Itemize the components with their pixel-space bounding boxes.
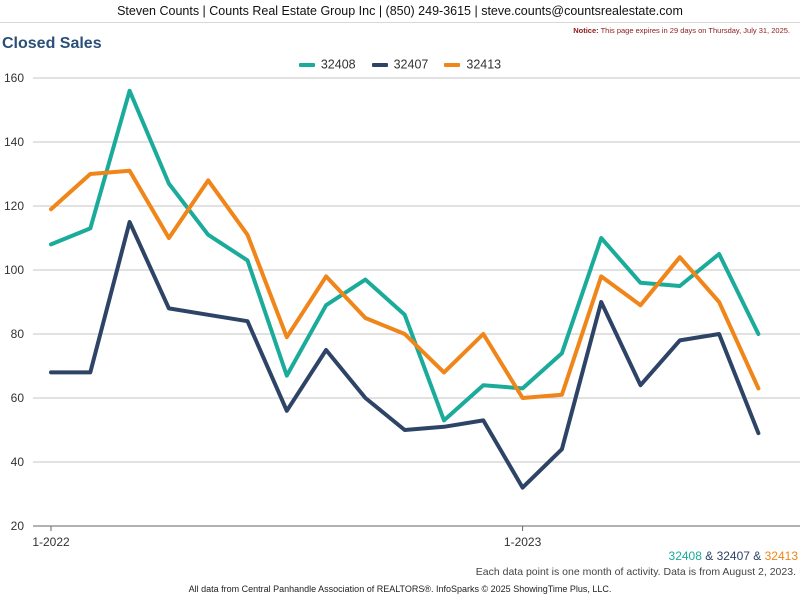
data-footnote: Each data point is one month of activity… bbox=[475, 566, 796, 578]
y-tick-label: 60 bbox=[11, 391, 25, 405]
zip-summary-separator: & bbox=[701, 549, 717, 563]
y-tick-label: 120 bbox=[4, 199, 24, 213]
legend-swatch bbox=[371, 62, 388, 67]
expiration-notice: Notice: This page expires in 29 days on … bbox=[573, 26, 790, 35]
y-axis: 20 40 60 80 100 120 140 160 bbox=[4, 71, 24, 533]
gridlines bbox=[33, 77, 800, 527]
zip-summary-separator: & bbox=[749, 549, 765, 563]
x-tick-label: 1-2023 bbox=[504, 535, 542, 549]
legend-swatch bbox=[444, 62, 461, 67]
series-line-32413[interactable] bbox=[49, 168, 761, 400]
legend-label: 32407 bbox=[393, 57, 429, 72]
zip-summary-32413: 32413 bbox=[764, 549, 798, 563]
zip-summary-32407: 32407 bbox=[716, 549, 750, 563]
y-tick-label: 140 bbox=[4, 135, 24, 149]
legend-label: 32413 bbox=[466, 57, 502, 72]
y-tick-label: 80 bbox=[11, 327, 25, 341]
page-title: Closed Sales bbox=[2, 35, 102, 52]
legend-swatch bbox=[298, 62, 315, 67]
notice-text: This page expires in 29 days on Thursday… bbox=[600, 26, 790, 35]
legend-item-32413[interactable]: 32413 bbox=[444, 57, 501, 72]
notice-label: Notice: bbox=[573, 26, 599, 35]
series-lines bbox=[49, 88, 761, 490]
zip-summary-32408: 32408 bbox=[668, 549, 702, 563]
copyright-footer: All data from Central Panhandle Associat… bbox=[188, 584, 612, 594]
x-axis: 1-2022 1-2023 bbox=[32, 526, 542, 549]
legend-item-32407[interactable]: 32407 bbox=[371, 57, 429, 72]
x-tick-label: 1-2022 bbox=[32, 535, 70, 549]
zip-summary: 32408 & 32407 & 32413 bbox=[669, 549, 798, 563]
agent-contact-text: Steven Counts | Counts Real Estate Group… bbox=[117, 4, 683, 18]
chart-legend: 32408 32407 32413 bbox=[0, 57, 800, 72]
agent-contact-bar: Steven Counts | Counts Real Estate Group… bbox=[0, 0, 800, 23]
series-line-32408[interactable] bbox=[49, 88, 761, 423]
y-tick-label: 40 bbox=[11, 455, 25, 469]
legend-label: 32408 bbox=[320, 57, 356, 72]
y-tick-label: 160 bbox=[4, 71, 24, 85]
legend-item-32408[interactable]: 32408 bbox=[298, 57, 356, 72]
series-line-32407[interactable] bbox=[49, 220, 761, 490]
y-tick-label: 100 bbox=[4, 263, 24, 277]
y-tick-label: 20 bbox=[11, 519, 25, 533]
